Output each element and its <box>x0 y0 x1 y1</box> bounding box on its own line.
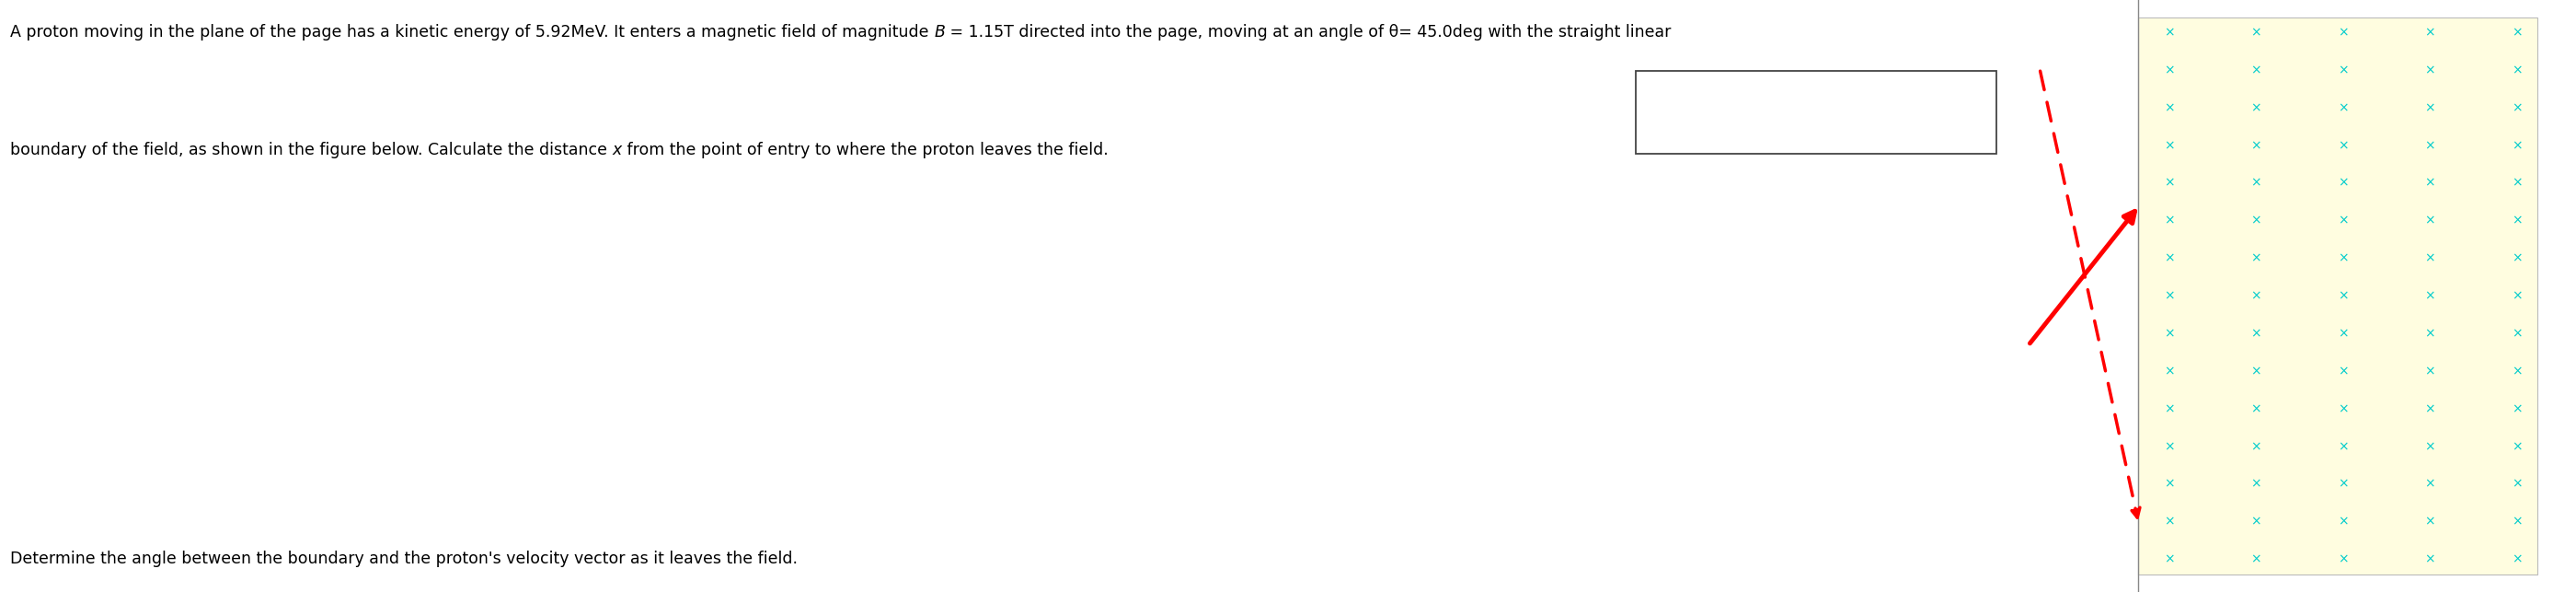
Text: ×: × <box>2251 139 2262 152</box>
Text: ×: × <box>2251 403 2262 416</box>
Text: ×: × <box>2251 478 2262 491</box>
Text: x: x <box>613 142 621 159</box>
Text: ×: × <box>2512 516 2522 528</box>
Text: ×: × <box>2336 214 2349 227</box>
Text: ×: × <box>2512 214 2522 227</box>
Text: ×: × <box>2512 403 2522 416</box>
Bar <box>1636 71 1996 154</box>
Text: ×: × <box>2336 26 2349 39</box>
Text: ×: × <box>2424 139 2434 152</box>
Bar <box>2138 18 2537 574</box>
Text: ×: × <box>2424 252 2434 265</box>
Text: ×: × <box>2164 139 2174 152</box>
Text: ×: × <box>2251 176 2262 189</box>
Text: ×: × <box>2512 365 2522 378</box>
Text: ×: × <box>2251 64 2262 76</box>
Text: ×: × <box>2424 478 2434 491</box>
Text: ×: × <box>2336 440 2349 453</box>
Text: ×: × <box>2424 26 2434 39</box>
Text: ×: × <box>2424 440 2434 453</box>
Text: ×: × <box>2336 139 2349 152</box>
Text: ×: × <box>2512 440 2522 453</box>
Text: from the point of entry to where the proton leaves the field.: from the point of entry to where the pro… <box>621 142 1108 159</box>
Text: ×: × <box>2336 516 2349 528</box>
Text: boundary of the field, as shown in the figure below. Calculate the distance: boundary of the field, as shown in the f… <box>10 142 613 159</box>
Text: ×: × <box>2512 553 2522 566</box>
Text: ×: × <box>2251 101 2262 114</box>
Text: ×: × <box>2512 139 2522 152</box>
Text: ×: × <box>2424 516 2434 528</box>
Text: ×: × <box>2251 289 2262 303</box>
Text: ×: × <box>2424 327 2434 340</box>
Text: ×: × <box>2164 440 2174 453</box>
Text: ×: × <box>2512 327 2522 340</box>
Text: ×: × <box>2424 289 2434 303</box>
Text: ×: × <box>2164 214 2174 227</box>
Text: ×: × <box>2251 214 2262 227</box>
Text: ×: × <box>2251 553 2262 566</box>
Text: ×: × <box>2336 478 2349 491</box>
Text: ×: × <box>2512 176 2522 189</box>
Text: ×: × <box>2512 101 2522 114</box>
Text: ×: × <box>2164 26 2174 39</box>
Text: ×: × <box>2424 403 2434 416</box>
Text: ×: × <box>2164 252 2174 265</box>
Text: ×: × <box>2424 101 2434 114</box>
Text: ×: × <box>2164 516 2174 528</box>
Text: ×: × <box>2424 176 2434 189</box>
Text: ×: × <box>2424 214 2434 227</box>
Text: ×: × <box>2424 553 2434 566</box>
Text: ×: × <box>2251 440 2262 453</box>
Text: ×: × <box>2336 289 2349 303</box>
Text: ×: × <box>2336 327 2349 340</box>
Text: B: B <box>935 24 945 40</box>
Text: ×: × <box>2164 289 2174 303</box>
Text: A proton moving in the plane of the page has a kinetic energy of 5.92MeV. It ent: A proton moving in the plane of the page… <box>10 24 935 40</box>
Text: ×: × <box>2164 478 2174 491</box>
Text: ×: × <box>2336 64 2349 76</box>
Text: ×: × <box>2336 403 2349 416</box>
Text: ×: × <box>2164 553 2174 566</box>
Text: ×: × <box>2512 478 2522 491</box>
Text: ×: × <box>2424 64 2434 76</box>
Text: Determine the angle between the boundary and the proton's velocity vector as it : Determine the angle between the boundary… <box>10 551 799 567</box>
Text: ×: × <box>2164 64 2174 76</box>
Text: ×: × <box>2251 26 2262 39</box>
Text: ×: × <box>2512 64 2522 76</box>
Text: ×: × <box>2336 176 2349 189</box>
Text: ×: × <box>2512 252 2522 265</box>
Text: ×: × <box>2336 252 2349 265</box>
Text: ×: × <box>2251 252 2262 265</box>
Text: ×: × <box>2164 365 2174 378</box>
Text: = 1.15T directed into the page, moving at an angle of θ= 45.0deg with the straig: = 1.15T directed into the page, moving a… <box>945 24 1672 40</box>
Text: ×: × <box>2164 176 2174 189</box>
Text: ×: × <box>2251 516 2262 528</box>
Text: ×: × <box>2251 365 2262 378</box>
Text: ×: × <box>2336 101 2349 114</box>
Text: ×: × <box>2164 101 2174 114</box>
Text: ×: × <box>2164 403 2174 416</box>
Text: ×: × <box>2424 365 2434 378</box>
Text: ×: × <box>2336 553 2349 566</box>
Text: ×: × <box>2164 327 2174 340</box>
Text: ×: × <box>2512 26 2522 39</box>
Text: ×: × <box>2512 289 2522 303</box>
Text: ×: × <box>2251 327 2262 340</box>
Text: ×: × <box>2336 365 2349 378</box>
